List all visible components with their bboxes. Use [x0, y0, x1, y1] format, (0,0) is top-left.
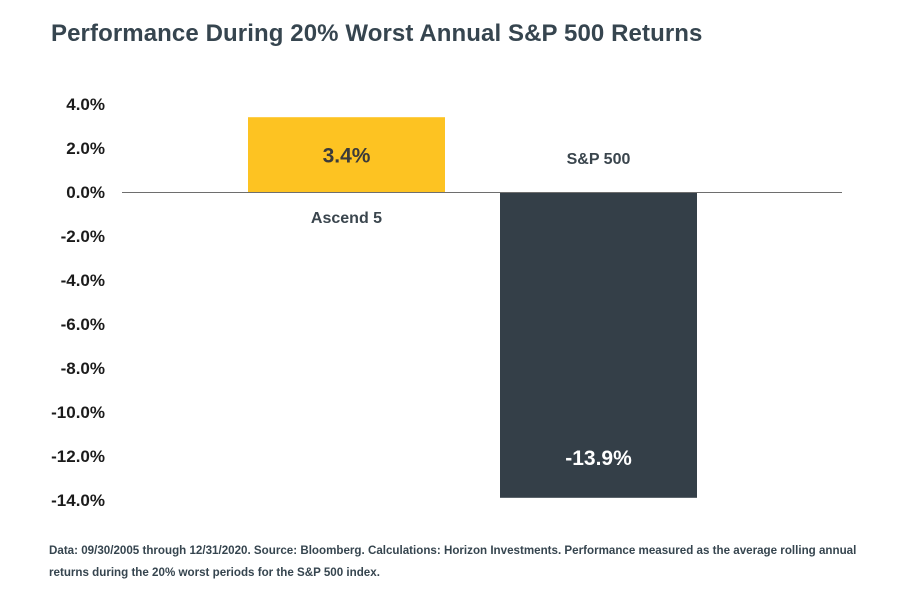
y-tick-label: -8.0% [61, 359, 105, 378]
bars [248, 117, 697, 498]
y-tick-label: 4.0% [66, 95, 105, 114]
chart-title: Performance During 20% Worst Annual S&P … [51, 20, 703, 47]
y-axis-ticks: 4.0% 2.0% 0.0% -2.0% -4.0% -6.0% -8.0% -10.0% -1… [51, 95, 105, 510]
y-tick-label: -6.0% [61, 315, 105, 334]
bar-s-p-500 [500, 192, 697, 498]
y-tick-label: -2.0% [61, 227, 105, 246]
bar-ascend-5 [248, 117, 445, 192]
y-tick-label: -14.0% [51, 491, 105, 510]
y-tick-label: -12.0% [51, 447, 105, 466]
y-tick-label: 2.0% [66, 139, 105, 158]
footnote: Data: 09/30/2005 through 12/31/2020. Sou… [49, 544, 857, 579]
y-tick-label: -4.0% [61, 271, 105, 290]
data-label: -13.9% [565, 447, 632, 470]
category-label: S&P 500 [567, 151, 631, 168]
y-tick-label: 0.0% [66, 183, 105, 202]
category-label: Ascend 5 [311, 210, 382, 227]
bar-labels: 3.4% Ascend 5 -13.9% S&P 500 [311, 145, 632, 470]
data-label: 3.4% [323, 145, 371, 168]
y-tick-label: -10.0% [51, 403, 105, 422]
